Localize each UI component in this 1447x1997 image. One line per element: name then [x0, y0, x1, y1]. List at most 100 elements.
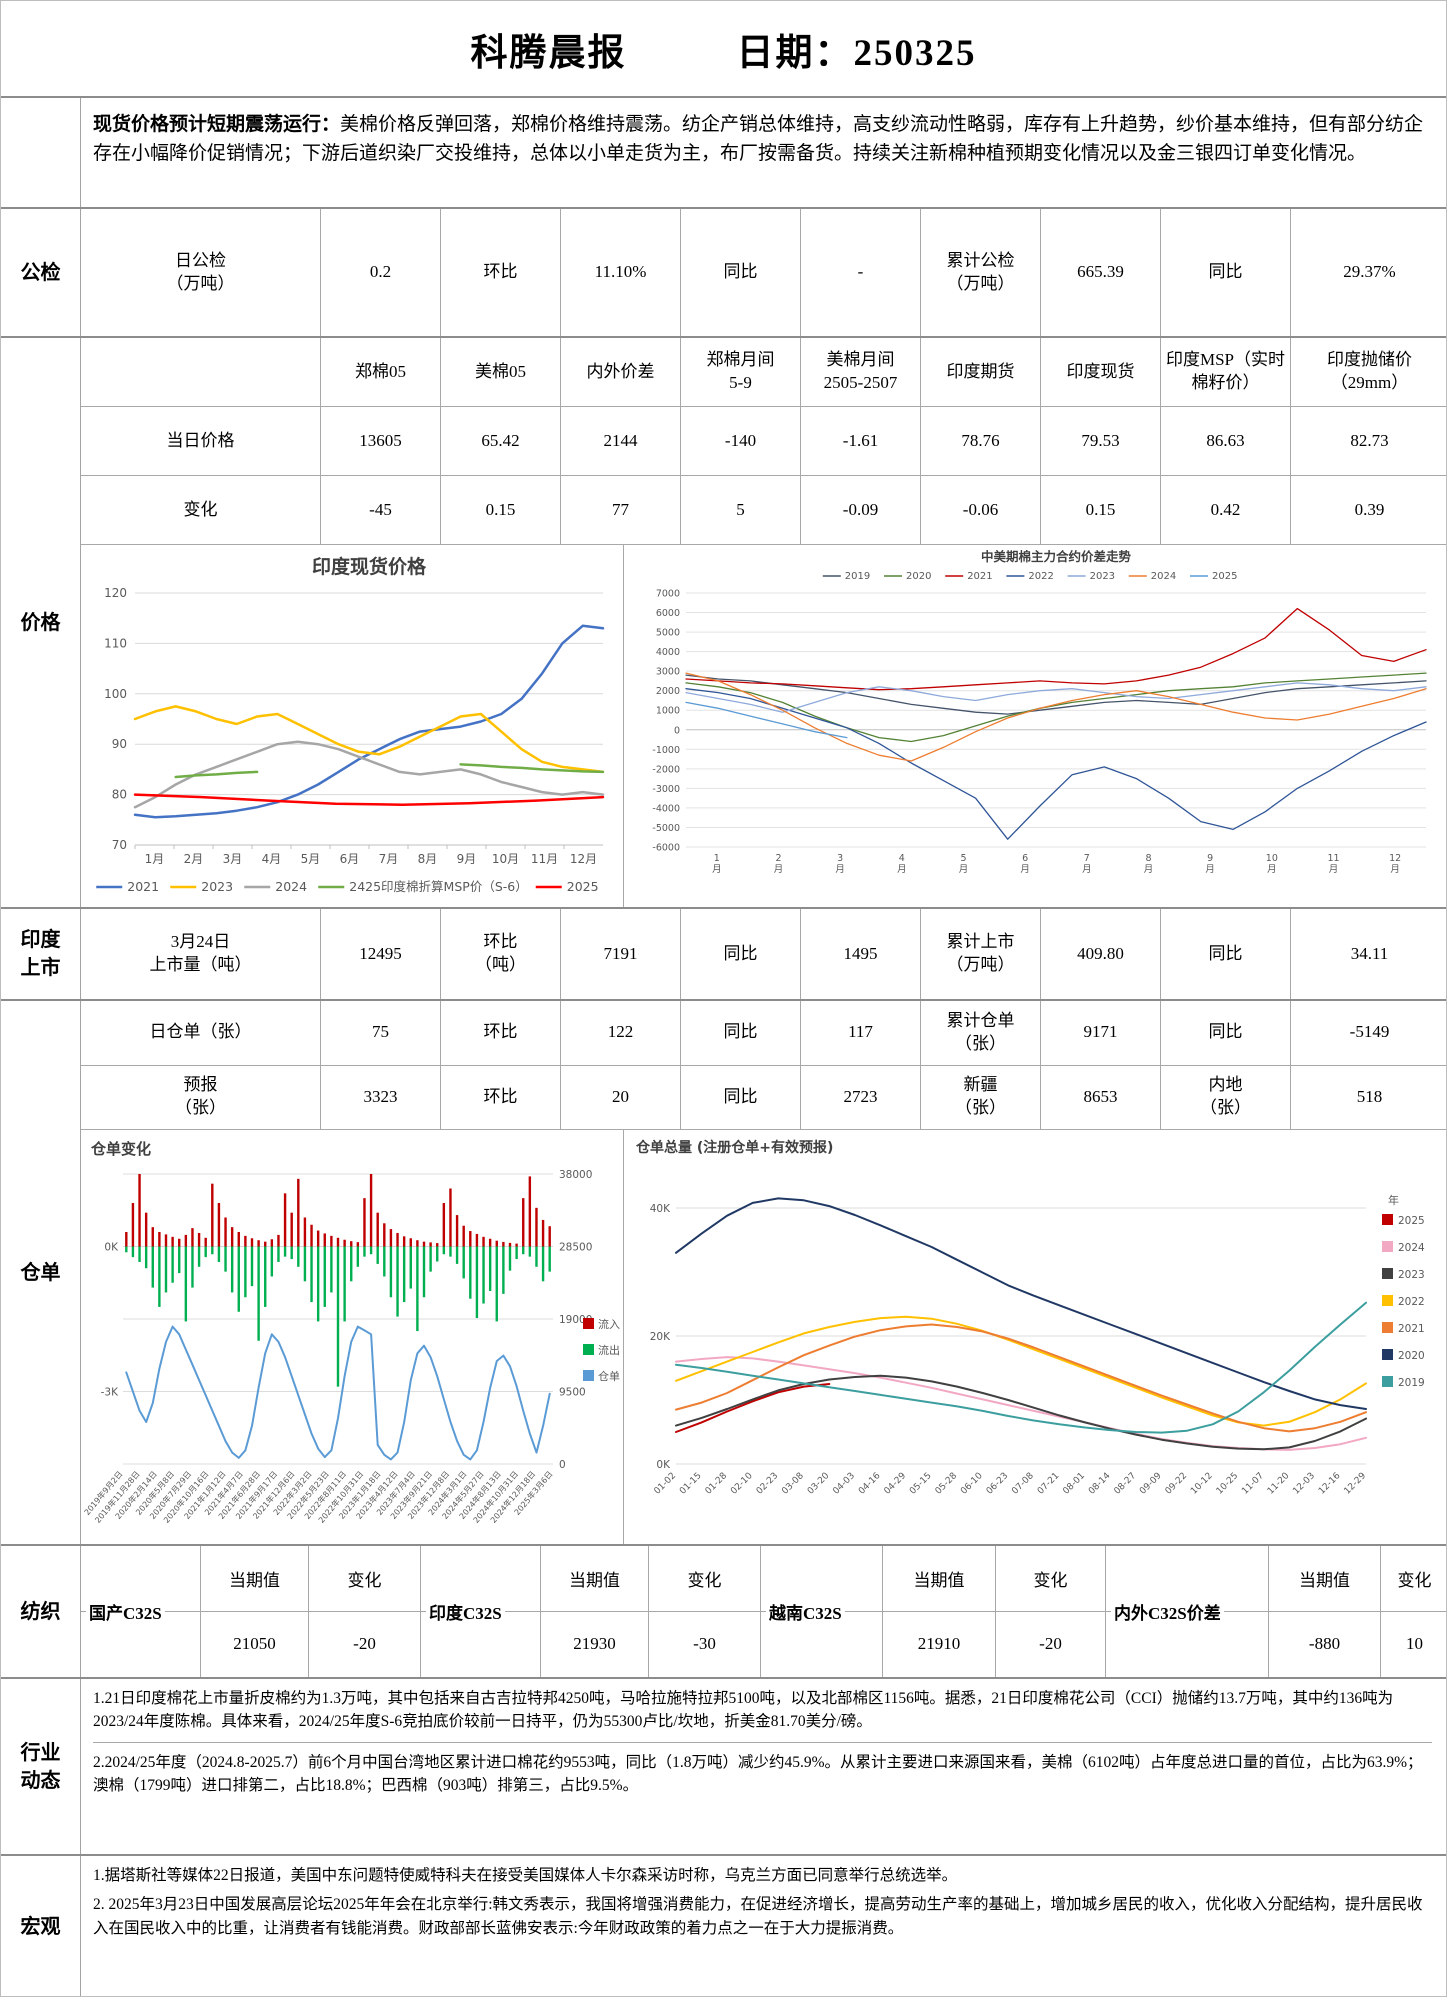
summary-row: 现货价格预计短期震荡运行：美棉价格反弹回落，郑棉价格维持震荡。纺企产销总体维持，…	[1, 98, 1446, 209]
table-cell: 21910	[883, 1611, 996, 1677]
industry-paragraphs: 1.21日印度棉花上市量折皮棉约为1.3万吨，其中包括来自古吉拉特邦4250吨，…	[81, 1679, 1446, 1854]
macro-paragraphs: 1.据塔斯社等媒体22日报道，美国中东问题特使威特科夫在接受美国媒体人卡尔森采访…	[81, 1856, 1446, 1996]
svg-text:10月: 10月	[1266, 853, 1278, 875]
svg-text:2022: 2022	[1028, 571, 1053, 582]
section-label-warehouse: 仓单	[1, 1001, 81, 1544]
macro-section: 宏观 1.据塔斯社等媒体22日报道，美国中东问题特使威特科夫在接受美国媒体人卡尔…	[1, 1856, 1446, 1996]
svg-text:2023: 2023	[1090, 571, 1115, 582]
table-cell: -	[801, 209, 921, 336]
svg-text:1月: 1月	[712, 853, 722, 875]
table-cell: -45	[321, 476, 441, 544]
table-cell: 印度MSP（实时棉籽价）	[1161, 338, 1291, 406]
svg-text:10月: 10月	[492, 852, 519, 866]
svg-text:2020: 2020	[1398, 1350, 1425, 1362]
svg-text:0: 0	[674, 725, 680, 736]
page-date: 日期：250325	[736, 32, 977, 74]
svg-text:2023: 2023	[201, 879, 233, 894]
table-cell: 美棉月间 2505-2507	[801, 338, 921, 406]
svg-text:06-23: 06-23	[985, 1471, 1011, 1497]
section-label-inspection: 公检	[1, 209, 81, 336]
section-label-textile: 纺织	[1, 1546, 81, 1677]
table-cell: 预报 （张）	[81, 1065, 321, 1129]
table-cell: 累计公检 （万吨）	[921, 209, 1041, 336]
table-cell: 1495	[801, 909, 921, 999]
table-cell: 12495	[321, 909, 441, 999]
svg-text:流入: 流入	[598, 1317, 620, 1331]
svg-text:01-15: 01-15	[678, 1471, 704, 1497]
column-header: 变化	[649, 1546, 761, 1612]
svg-text:3月: 3月	[835, 853, 845, 875]
table-cell: 内地 （张）	[1161, 1065, 1291, 1129]
table-cell: 新疆 （张）	[921, 1065, 1041, 1129]
table-cell: 665.39	[1041, 209, 1161, 336]
table-cell: 21050	[201, 1611, 309, 1677]
table-cell: 日公检 （万吨）	[81, 209, 321, 336]
svg-text:12-29: 12-29	[1343, 1471, 1369, 1497]
table-cell: 同比	[1161, 1001, 1291, 1065]
table-cell: 82.73	[1350, 430, 1389, 450]
svg-text:05-15: 05-15	[908, 1471, 934, 1497]
table-cell: -20	[996, 1611, 1106, 1677]
svg-text:07-21: 07-21	[1036, 1471, 1062, 1497]
svg-text:2月: 2月	[774, 853, 784, 875]
price-row-change: 变化 -45 0.15 77 5 -0.09 -0.06 0.15 0.42 0…	[81, 476, 1446, 545]
column-header: 当期值	[883, 1546, 996, 1612]
svg-text:12月: 12月	[1389, 853, 1401, 875]
table-cell: 印度抛储价 （29mm）	[1327, 350, 1412, 392]
svg-text:01-28: 01-28	[704, 1471, 730, 1497]
table-cell: 同比	[1161, 909, 1291, 999]
column-header: 当期值	[201, 1546, 309, 1612]
svg-text:仓单总量 (注册仓单+有效预报): 仓单总量 (注册仓单+有效预报)	[635, 1139, 833, 1156]
summary-paragraph: 现货价格预计短期震荡运行：美棉价格反弹回落，郑棉价格维持震荡。纺企产销总体维持，…	[81, 98, 1446, 207]
table-cell: 累计上市 （万吨）	[921, 909, 1041, 999]
table-cell: 11.10%	[561, 209, 681, 336]
table-cell: 79.53	[1041, 407, 1161, 475]
spread-chart: 7000 6000 5000 4000 3000 2000 1000 0 -1000 -2000 -…	[624, 545, 1446, 907]
svg-text:28500: 28500	[559, 1242, 592, 1254]
textile-group-name: 国产C32S	[81, 1546, 201, 1677]
table-cell: 117	[801, 1001, 921, 1065]
column-header: 当期值	[541, 1546, 649, 1612]
table-cell: -30	[649, 1611, 761, 1677]
section-label-india-listing: 印度 上市	[1, 909, 81, 999]
india-spot-chart: 70 80 90 100 110 120 1月 2月 3月 4月 5月 6月 7月 8月 9月 10月 11月 1…	[81, 545, 624, 907]
table-cell: 0.42	[1161, 476, 1291, 544]
warehouse-section: 仓单 日仓单（张） 75 环比 122 同比 117 累计仓单 （张） 9171…	[1, 1001, 1446, 1546]
svg-text:9月: 9月	[457, 852, 477, 866]
svg-text:-2000: -2000	[652, 764, 680, 775]
table-cell: 29.37%	[1343, 262, 1396, 282]
svg-text:1月: 1月	[145, 852, 165, 866]
table-cell: 9171	[1041, 1001, 1161, 1065]
summary-lead: 现货价格预计短期震荡运行：	[93, 114, 341, 135]
warehouse-row-daily: 日仓单（张） 75 环比 122 同比 117 累计仓单 （张） 9171 同比…	[81, 1001, 1446, 1066]
svg-text:11月: 11月	[1327, 853, 1339, 875]
table-cell: 409.80	[1041, 909, 1161, 999]
svg-text:04-16: 04-16	[857, 1471, 883, 1497]
table-cell: 日仓单（张）	[81, 1001, 321, 1065]
svg-text:-5000: -5000	[652, 823, 680, 834]
svg-text:2021: 2021	[127, 879, 159, 894]
table-cell: -20	[309, 1611, 421, 1677]
price-header-row: 郑棉05 美棉05 内外价差 郑棉月间 5-9 美棉月间 2505-2507 印…	[81, 338, 1446, 407]
table-cell: 环比	[441, 1001, 561, 1065]
svg-text:08-14: 08-14	[1087, 1471, 1113, 1497]
svg-text:5月: 5月	[301, 852, 321, 866]
svg-text:02-23: 02-23	[755, 1471, 781, 1497]
svg-text:02-10: 02-10	[729, 1471, 755, 1497]
svg-text:2019: 2019	[845, 571, 870, 582]
svg-text:8月: 8月	[418, 852, 438, 866]
inspection-row: 公检 日公检 （万吨） 0.2 环比 11.10% 同比 - 累计公检 （万吨）…	[1, 209, 1446, 338]
warehouse-row-forecast: 预报 （张） 3323 环比 20 同比 2723 新疆 （张） 8653 内地…	[81, 1065, 1446, 1130]
inspection-grid: 日公检 （万吨） 0.2 环比 11.10% 同比 - 累计公检 （万吨） 66…	[81, 209, 1446, 336]
table-cell: 环比	[441, 209, 561, 336]
svg-text:07-08: 07-08	[1010, 1471, 1036, 1497]
svg-text:2021: 2021	[967, 571, 992, 582]
svg-text:0: 0	[559, 1459, 566, 1471]
svg-text:10-25: 10-25	[1215, 1471, 1241, 1497]
svg-text:流出: 流出	[598, 1343, 620, 1357]
svg-text:04-03: 04-03	[831, 1471, 857, 1497]
industry-item: 2.2024/25年度（2024.8-2025.7）前6个月中国台湾地区累计进口…	[93, 1753, 1423, 1794]
table-cell: 2723	[801, 1065, 921, 1129]
svg-text:0K: 0K	[656, 1459, 671, 1471]
